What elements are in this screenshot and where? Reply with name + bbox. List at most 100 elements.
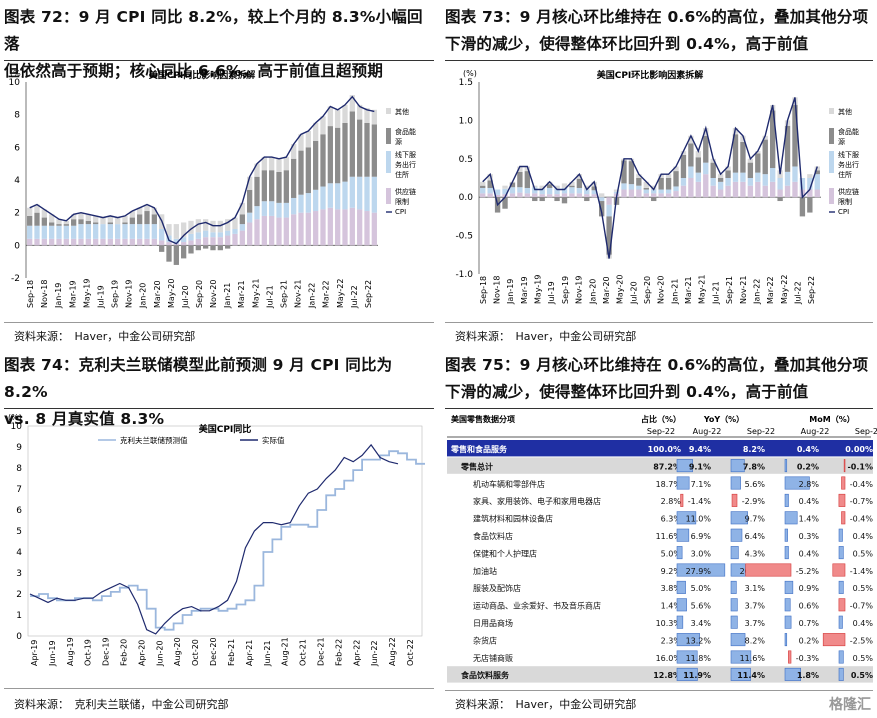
databar-positive <box>676 563 726 577</box>
databar-positive <box>676 615 684 629</box>
bar-other <box>305 131 311 148</box>
bar-other <box>703 128 709 136</box>
bar-other <box>364 108 370 123</box>
x-tick-label: Sep-21 <box>279 280 288 308</box>
databar-positive <box>838 580 844 594</box>
bar-supply <box>651 193 657 198</box>
bar-foodenergy <box>151 214 157 225</box>
bar-service <box>740 172 746 182</box>
bar-supply <box>769 181 776 198</box>
bar-service <box>717 181 724 190</box>
bar-supply <box>298 212 304 246</box>
x-tick-label: Jul-22 <box>350 285 359 309</box>
bar-foodenergy <box>502 197 508 209</box>
bar-other <box>144 204 150 212</box>
bar-supply <box>107 238 113 246</box>
bar-service <box>305 193 311 213</box>
cell-value: 7.1% <box>691 480 712 489</box>
bar-service <box>137 224 143 239</box>
bar-other <box>569 181 575 186</box>
x-tick-label: Jun-20 <box>155 640 164 667</box>
x-tick-label: Apr-21 <box>245 640 254 666</box>
col-share: 占比（%） <box>641 414 681 424</box>
y-tick-label: 10 <box>11 422 23 432</box>
legend-swatch <box>829 128 834 144</box>
cell-value: 5.6% <box>745 480 766 489</box>
subcol-label: Sep-22 <box>647 427 675 436</box>
bar-supply <box>173 243 179 246</box>
bar-foodenergy <box>703 135 709 163</box>
bar-other <box>100 217 106 225</box>
bar-supply <box>546 194 553 198</box>
bar-other <box>688 135 694 144</box>
x-tick-label: Jan-22 <box>752 279 761 305</box>
bar-other <box>115 217 121 225</box>
bar-other <box>517 166 523 172</box>
x-tick-label: May-21 <box>698 275 707 304</box>
bar-other <box>254 163 260 177</box>
bar-service <box>283 202 289 218</box>
bar-service <box>71 225 77 239</box>
bar-foodenergy <box>93 222 99 225</box>
row-bg-gray <box>447 457 873 474</box>
cell-share: 6.3% <box>661 515 682 524</box>
cell-value: 0.2% <box>797 462 819 471</box>
cell-value: 1.4% <box>799 515 820 524</box>
databar-positive <box>676 511 697 525</box>
cell-value: 6.4% <box>745 532 766 541</box>
bar-foodenergy <box>688 143 694 167</box>
databar-positive <box>676 633 700 647</box>
bar-foodenergy <box>261 170 267 202</box>
cell-share: 3.8% <box>661 584 682 593</box>
row-label: 零售总计 <box>460 461 493 471</box>
bar-supply <box>181 242 187 246</box>
y-tick-label: 5 <box>16 527 22 537</box>
figure-73-title: 图表 73：9 月核心环比维持在 0.6%的高位，叠加其他分项 下滑的减少，使得… <box>445 4 877 58</box>
legend-swatch <box>829 108 834 114</box>
x-tick-label: Jan-20 <box>139 283 148 309</box>
bar-service <box>239 224 245 231</box>
databar-positive <box>784 667 802 681</box>
cell-value: -1.4% <box>850 567 874 576</box>
cell-value: 3.4% <box>691 619 712 628</box>
databar-positive <box>784 598 791 612</box>
bar-foodenergy <box>71 219 77 226</box>
cell-value: 9.4% <box>689 445 711 454</box>
y-tick-label: 1 <box>16 611 22 621</box>
bar-other <box>122 215 128 223</box>
bar-foodenergy <box>606 216 612 255</box>
bar-supply <box>93 238 99 246</box>
bar-service <box>628 184 635 190</box>
figure-74-bottom-rule <box>4 688 434 689</box>
bar-foodenergy <box>137 214 143 225</box>
bar-other <box>502 185 508 189</box>
bar-foodenergy <box>181 245 187 259</box>
bar-supply <box>254 219 260 246</box>
legend-label: 其他 <box>838 107 852 116</box>
bar-service <box>480 187 486 194</box>
bar-supply <box>210 237 216 246</box>
row-bg-gray <box>447 666 873 683</box>
x-tick-label: Feb-21 <box>227 639 236 666</box>
bar-service <box>100 224 106 239</box>
row-label: 服装及配饰店 <box>473 583 521 593</box>
cell-value: -0.4% <box>850 515 874 524</box>
bar-service <box>129 224 135 239</box>
databar-positive <box>676 476 690 490</box>
bar-other <box>291 144 297 159</box>
databar-negative <box>731 493 738 507</box>
bar-supply <box>56 238 62 246</box>
cell-value: -1.4% <box>688 497 712 506</box>
bar-supply <box>327 207 333 246</box>
x-tick-label: Jul-21 <box>711 281 720 305</box>
bar-other <box>327 106 333 127</box>
cell-value: -2.9% <box>742 497 766 506</box>
bar-foodenergy <box>188 245 194 254</box>
x-tick-label: Jul-20 <box>181 285 190 309</box>
bar-supply <box>283 217 289 246</box>
bar-supply <box>695 181 702 198</box>
subcol-label: Sep-22 <box>855 427 877 436</box>
bar-other <box>173 224 179 239</box>
bar-foodenergy <box>305 147 311 194</box>
x-tick-label: Aug-21 <box>281 637 290 666</box>
